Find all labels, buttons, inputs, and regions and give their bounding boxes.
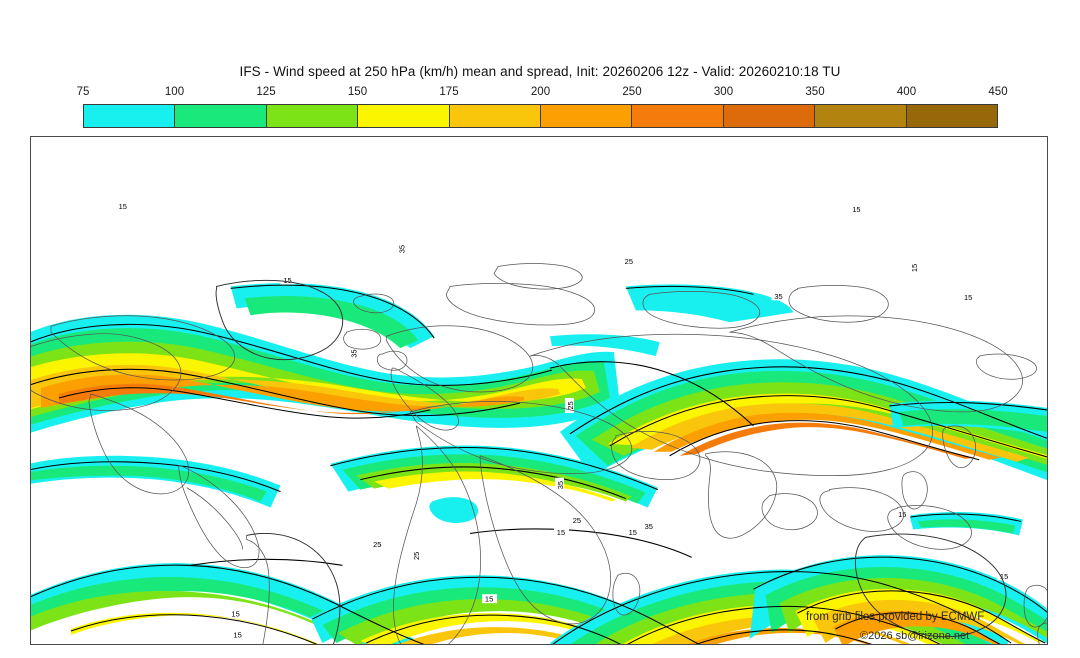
map-panel: 15 15 25 35	[30, 136, 1048, 645]
svg-text:15: 15	[852, 205, 860, 214]
page-title: IFS - Wind speed at 250 hPa (km/h) mean …	[239, 64, 841, 79]
svg-text:25: 25	[566, 401, 575, 409]
svg-text:15: 15	[119, 202, 127, 211]
svg-text:35: 35	[645, 522, 653, 531]
colorbar-tick-200: 200	[530, 86, 551, 98]
colorbar-tick-400: 400	[896, 86, 917, 98]
colorbar-band-100-125	[175, 105, 267, 127]
svg-text:15: 15	[233, 631, 241, 640]
colorbar-tick-175: 175	[439, 86, 459, 98]
colorbar-band-200-250	[541, 105, 633, 127]
windspeed-filled-contours	[31, 283, 1047, 644]
colorbar-tick-150: 150	[347, 86, 368, 98]
colorbar-band-400-450	[906, 105, 998, 127]
contour-labels: 15 15 25 35	[115, 201, 1013, 640]
colorbar-tick-300: 300	[713, 86, 734, 98]
svg-text:15: 15	[898, 510, 906, 519]
svg-text:25: 25	[373, 540, 381, 549]
colorbar-bands	[83, 104, 998, 128]
colorbar-band-125-150	[266, 105, 359, 127]
colorbar-tick-75: 75	[76, 86, 90, 98]
colorbar: 75 100 125 150 175 200 250 300 350 400 450	[77, 86, 1008, 128]
svg-text:15: 15	[231, 610, 239, 619]
svg-text:15: 15	[557, 528, 565, 537]
colorbar-tick-100: 100	[164, 86, 185, 98]
colorbar-band-300-350	[723, 105, 816, 127]
svg-text:15: 15	[964, 293, 972, 302]
svg-text:15: 15	[1000, 572, 1008, 581]
svg-text:15: 15	[629, 528, 637, 537]
colorbar-tick-labels: 75 100 125 150 175 200 250 300 350 400 450	[77, 86, 1008, 102]
svg-text:35: 35	[556, 481, 565, 489]
svg-text:35: 35	[349, 349, 358, 357]
svg-text:15: 15	[283, 276, 291, 285]
svg-text:25: 25	[412, 552, 421, 560]
colorbar-band-150-175	[358, 105, 450, 127]
colorbar-band-75-100	[84, 105, 176, 127]
svg-text:35: 35	[397, 245, 406, 253]
svg-text:15: 15	[485, 595, 493, 604]
svg-text:15: 15	[910, 264, 919, 272]
svg-text:25: 25	[573, 516, 581, 525]
colorbar-tick-450: 450	[988, 86, 1008, 98]
credit-copyright: ©2026 sb@irizone.net	[860, 630, 970, 642]
colorbar-band-175-200	[449, 105, 542, 127]
coastlines	[31, 263, 1047, 644]
colorbar-tick-125: 125	[256, 86, 276, 98]
credit-source: from grib files provided by ECMWF	[806, 611, 985, 623]
colorbar-tick-350: 350	[805, 86, 825, 98]
coastlines-bold	[215, 279, 1007, 644]
world-map-plot: 15 15 25 35	[31, 137, 1047, 644]
colorbar-tick-250: 250	[622, 86, 642, 98]
colorbar-band-350-400	[815, 105, 907, 127]
svg-text:35: 35	[774, 292, 782, 301]
colorbar-band-250-300	[632, 105, 724, 127]
svg-text:25: 25	[625, 257, 633, 266]
